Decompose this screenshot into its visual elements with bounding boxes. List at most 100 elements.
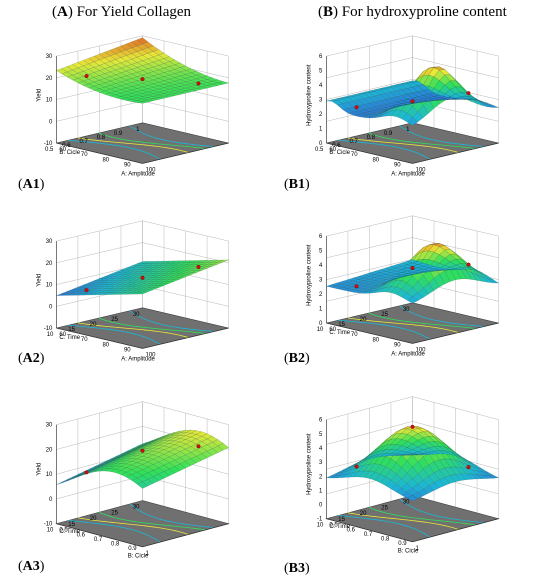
y-tick-label: 15 (68, 522, 75, 528)
response-surface (325, 243, 500, 304)
x-tick-label: 100 (146, 167, 157, 173)
contour-line (78, 517, 189, 535)
contour-floor (55, 500, 230, 548)
design-point (140, 448, 145, 453)
x-tick-label: 0.5 (329, 523, 338, 529)
x-tick-label: 100 (416, 167, 427, 173)
y-tick-label: 0.9 (384, 131, 393, 137)
contour-line (338, 319, 431, 340)
panel-label: (A2) (18, 351, 45, 366)
x-tick-label: 60 (329, 327, 336, 333)
x-tick-label: 0.5 (59, 528, 68, 534)
x-axis (412, 322, 499, 344)
z-tick-label: 6 (319, 234, 323, 240)
surface-patch (136, 37, 149, 44)
x-tick-label: 90 (124, 347, 131, 353)
y-axis-label: C: Time (329, 524, 350, 530)
z-tick-label: 0 (319, 503, 323, 509)
panel-label: (A3) (18, 559, 45, 574)
response-surface (326, 426, 500, 502)
design-points (84, 444, 201, 475)
z-tick-label: -10 (44, 522, 53, 528)
surface-patch (137, 261, 148, 264)
x-tick-label: 90 (394, 342, 401, 348)
design-point (84, 74, 89, 79)
wall-gridline (326, 35, 499, 57)
y-tick-label: 25 (381, 312, 388, 318)
z-tick-label: 10 (46, 98, 53, 104)
contour-line (368, 506, 476, 526)
x-tick-label: 0.8 (381, 537, 390, 543)
x-axis-label: A: Amplitude (391, 171, 425, 177)
design-point (196, 264, 201, 269)
z-tick-label: 6 (319, 54, 323, 60)
response-surface (326, 66, 499, 126)
response-surface (56, 429, 229, 489)
y-tick-label: 0.8 (367, 135, 376, 141)
x-tick-label: 1 (416, 546, 420, 552)
z-tick-label: 5 (319, 249, 323, 255)
z-tick-label: 10 (46, 283, 53, 289)
z-tick-label: 3 (319, 460, 323, 466)
design-points (84, 264, 201, 293)
panel-label: (B2) (284, 351, 310, 366)
contour-line (68, 324, 161, 345)
y-tick-label: 0.7 (349, 139, 358, 145)
y-axis (326, 518, 413, 543)
z-tick-label: 30 (46, 239, 53, 245)
z-tick-label: 6 (319, 418, 323, 424)
y-tick-label: 30 (133, 505, 140, 511)
y-tick-label: 0.5 (45, 147, 54, 153)
y-tick-label: 15 (338, 517, 345, 523)
contour-line (399, 305, 484, 327)
x-tick-label: 60 (329, 147, 336, 153)
z-tick-label: 1 (319, 488, 323, 494)
design-point (354, 284, 359, 289)
contour-lines (68, 503, 214, 543)
chart-b1: 6 5 4 3 2 1 0 Hydroxyproline content 0.5 0.6 0.7 0.… (284, 35, 499, 192)
x-tick-label: 70 (81, 337, 88, 343)
header-right: (B) For hydroxyproline content (318, 4, 508, 20)
x-tick-label: 100 (146, 352, 157, 358)
contour-line (78, 137, 189, 153)
design-point (354, 105, 359, 110)
x-tick-label: 100 (416, 347, 427, 353)
z-tick-label: 30 (46, 54, 53, 60)
y-tick-label: 0.6 (332, 143, 341, 149)
x-axis (142, 327, 229, 349)
z-tick-label: 0 (49, 304, 53, 310)
contour-line (98, 317, 206, 334)
design-point (196, 444, 201, 449)
x-axis-label: B: Cicle (128, 554, 149, 560)
y-tick-label: 20 (90, 322, 97, 328)
x-tick-label: 0.6 (77, 532, 86, 538)
contour-lines (338, 125, 484, 160)
y-tick-label: 25 (381, 505, 388, 511)
contour-line (68, 520, 161, 543)
y-tick-label: 20 (360, 317, 367, 323)
design-point (466, 465, 471, 470)
x-tick-label: 0.7 (364, 532, 373, 538)
y-axis-label: B: Cicle (329, 150, 350, 156)
x-axis (142, 523, 229, 548)
design-point (140, 77, 145, 82)
surface-patch (61, 477, 73, 483)
x-axis (142, 142, 229, 164)
contour-line (68, 139, 161, 160)
design-point (410, 266, 415, 271)
z-tick-label: -10 (44, 326, 53, 332)
panel-label: (B1) (284, 177, 310, 192)
z-axis-label: Hydroxyproline content (306, 433, 312, 495)
y-axis-label: C: Time (59, 529, 80, 535)
x-tick-label: 1 (146, 551, 150, 557)
contour-line (368, 312, 476, 329)
surface-patch (56, 480, 68, 485)
z-tick-label: 0 (49, 497, 53, 503)
y-tick-label: 20 (360, 511, 367, 517)
z-tick-label: 5 (319, 69, 323, 75)
